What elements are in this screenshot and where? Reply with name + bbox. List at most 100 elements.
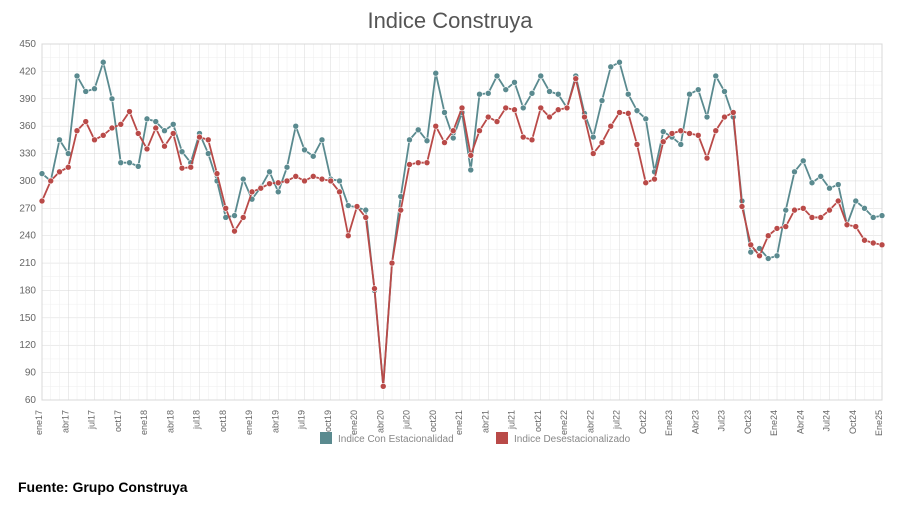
series-marker	[118, 121, 124, 127]
x-tick-label: oct18	[218, 410, 228, 432]
series-marker	[118, 160, 124, 166]
series-marker	[153, 119, 159, 125]
y-tick-label: 240	[19, 231, 36, 242]
series-marker	[354, 203, 360, 209]
series-marker	[555, 107, 561, 113]
series-marker	[240, 214, 246, 220]
series-marker	[879, 242, 885, 248]
y-tick-label: 180	[19, 285, 36, 296]
x-tick-label: abr21	[480, 410, 490, 433]
y-tick-label: 450	[19, 39, 36, 50]
x-tick-label: Oct22	[638, 410, 648, 434]
series-marker	[74, 73, 80, 79]
series-marker	[590, 151, 596, 157]
series-marker	[92, 137, 98, 143]
x-tick-label: oct17	[113, 410, 123, 432]
series-marker	[485, 114, 491, 120]
series-marker	[267, 181, 273, 187]
series-marker	[450, 128, 456, 134]
x-tick-label: Ene23	[664, 410, 674, 436]
series-marker	[695, 132, 701, 138]
series-marker	[267, 169, 273, 175]
series-marker	[83, 119, 89, 125]
x-tick-label: abr22	[585, 410, 595, 433]
series-marker	[424, 160, 430, 166]
series-marker	[293, 123, 299, 129]
legend-swatch	[496, 432, 508, 444]
series-marker	[748, 242, 754, 248]
series-marker	[765, 233, 771, 239]
series-marker	[57, 169, 63, 175]
series-marker	[748, 249, 754, 255]
series-marker	[442, 140, 448, 146]
series-marker	[170, 121, 176, 127]
series-marker	[678, 128, 684, 134]
series-marker	[170, 130, 176, 136]
series-marker	[223, 205, 229, 211]
series-marker	[582, 114, 588, 120]
series-marker	[503, 105, 509, 111]
series-marker	[835, 182, 841, 188]
series-marker	[809, 180, 815, 186]
series-marker	[765, 256, 771, 262]
series-marker	[39, 171, 45, 177]
series-marker	[669, 130, 675, 136]
series-marker	[135, 130, 141, 136]
series-marker	[363, 207, 369, 213]
series-marker	[205, 137, 211, 143]
series-marker	[512, 107, 518, 113]
x-tick-label: oct19	[323, 410, 333, 432]
series-marker	[494, 119, 500, 125]
y-tick-label: 420	[19, 66, 36, 77]
series-marker	[380, 383, 386, 389]
x-tick-label: oct20	[428, 410, 438, 432]
x-tick-label: Oct23	[743, 410, 753, 434]
y-tick-label: 360	[19, 121, 36, 132]
x-tick-label: ene20	[349, 410, 359, 435]
x-tick-label: ene17	[34, 410, 44, 435]
x-tick-label: Abr23	[690, 410, 700, 434]
series-marker	[800, 158, 806, 164]
series-marker	[415, 127, 421, 133]
series-marker	[625, 110, 631, 116]
series-marker	[468, 152, 474, 158]
series-marker	[450, 135, 456, 141]
series-marker	[503, 87, 509, 93]
series-marker	[328, 178, 334, 184]
series-marker	[109, 125, 115, 131]
series-marker	[792, 169, 798, 175]
series-marker	[127, 160, 133, 166]
series-marker	[818, 214, 824, 220]
series-marker	[162, 143, 168, 149]
series-marker	[310, 173, 316, 179]
series-marker	[442, 109, 448, 115]
series-marker	[415, 160, 421, 166]
series-marker	[398, 207, 404, 213]
series-marker	[652, 176, 658, 182]
series-marker	[783, 224, 789, 230]
chart-container: { "chart": { "type": "line", "title": "I…	[0, 0, 900, 505]
legend-label: Indice Con Estacionalidad	[338, 434, 454, 445]
series-marker	[433, 123, 439, 129]
series-marker	[870, 214, 876, 220]
series-marker	[599, 98, 605, 104]
series-marker	[459, 105, 465, 111]
series-marker	[57, 137, 63, 143]
series-marker	[319, 176, 325, 182]
series-marker	[39, 198, 45, 204]
series-marker	[407, 161, 413, 167]
series-marker	[547, 88, 553, 94]
y-tick-label: 150	[19, 313, 36, 324]
series-marker	[739, 203, 745, 209]
series-marker	[302, 178, 308, 184]
series-marker	[774, 225, 780, 231]
series-marker	[179, 165, 185, 171]
series-marker	[144, 146, 150, 152]
line-chart: Indice Construya609012015018021024027030…	[0, 0, 900, 470]
series-marker	[65, 164, 71, 170]
series-marker	[660, 129, 666, 135]
series-marker	[100, 132, 106, 138]
y-tick-label: 90	[25, 368, 37, 379]
series-marker	[599, 140, 605, 146]
series-marker	[162, 128, 168, 134]
